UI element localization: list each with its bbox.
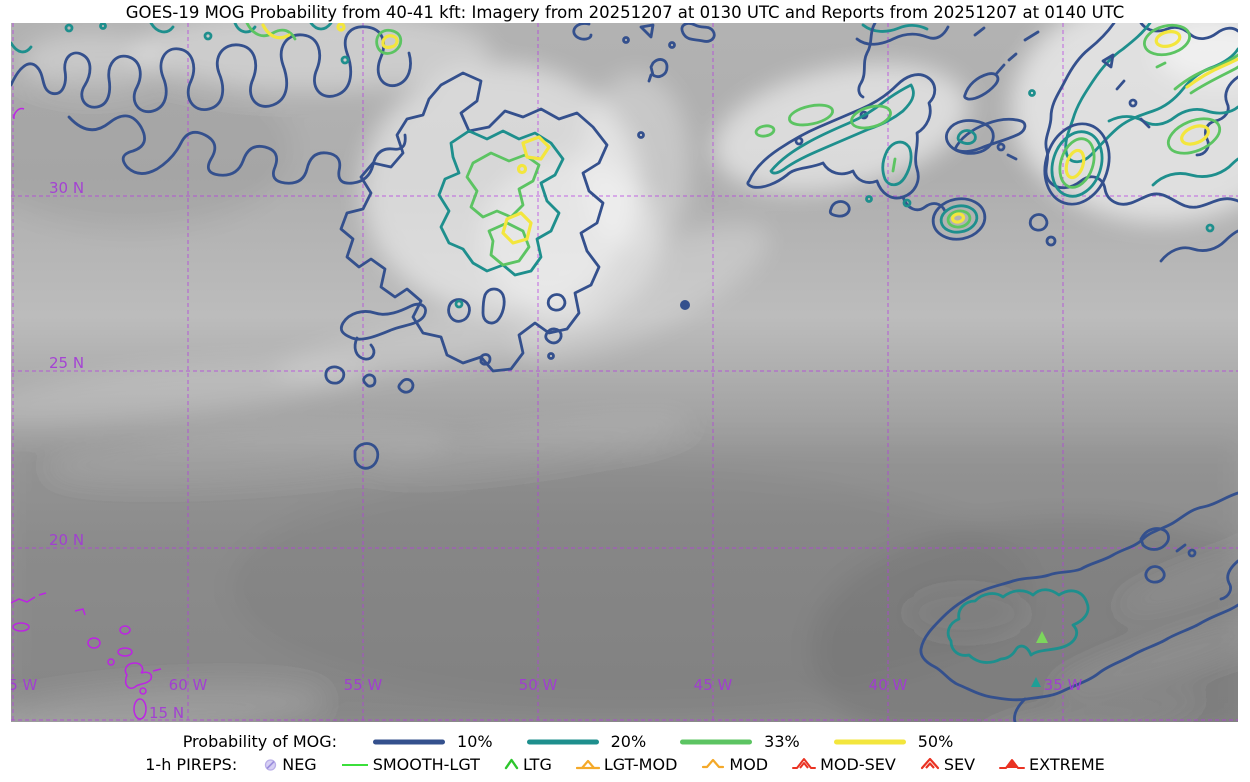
satellite-imagery bbox=[11, 23, 1238, 722]
lon-label-50w: 50 W bbox=[519, 676, 558, 694]
prob-33-label: 33% bbox=[764, 732, 800, 751]
ltg-icon bbox=[504, 758, 519, 770]
lon-label-45w: 45 W bbox=[694, 676, 733, 694]
pireps-legend-title: 1-h PIREPS: bbox=[145, 755, 238, 774]
lon-label-40w: 40 W bbox=[869, 676, 908, 694]
probability-legend: Probability of MOG: 10% 20% 33% 50% bbox=[0, 732, 1193, 751]
lgt-mod-icon bbox=[575, 759, 600, 770]
lon-label-55w: 55 W bbox=[344, 676, 383, 694]
prob-20-swatch bbox=[526, 739, 599, 744]
map-pirep-markers bbox=[1031, 631, 1048, 687]
probability-legend-title: Probability of MOG: bbox=[182, 732, 338, 751]
mod-icon bbox=[702, 758, 725, 769]
pirep-mod-label: MOD bbox=[729, 755, 769, 774]
prob-10-label: 10% bbox=[457, 732, 493, 751]
neg-icon bbox=[265, 759, 277, 771]
lat-label-25n: 25 N bbox=[49, 354, 84, 372]
lat-label-20n: 20 N bbox=[49, 531, 84, 549]
lon-label-35w: 35 W bbox=[1044, 676, 1083, 694]
lon-label-65w: 65 W bbox=[11, 676, 38, 694]
lat-label-15n: 15 N bbox=[149, 704, 184, 722]
pirep-lgt-mod-label: LGT-MOD bbox=[603, 755, 678, 774]
pirep-extreme-label: EXTREME bbox=[1029, 755, 1105, 774]
pirep-marker-teal bbox=[1031, 677, 1041, 687]
pirep-smooth-lgt-label: SMOOTH-LGT bbox=[372, 755, 480, 774]
geo-labels: 30 N 25 N 20 N 15 N 65 W 60 W 55 W 50 W … bbox=[11, 179, 1083, 722]
mod-sev-icon bbox=[792, 758, 817, 769]
prob-33-swatch bbox=[680, 739, 753, 744]
coastline-islands bbox=[11, 107, 162, 720]
pirep-neg-label: NEG bbox=[282, 755, 317, 774]
prob-10-swatch bbox=[373, 739, 446, 744]
prob-20-label: 20% bbox=[610, 732, 647, 751]
sev-icon bbox=[920, 757, 939, 770]
extreme-icon bbox=[999, 759, 1026, 769]
lon-label-60w: 60 W bbox=[169, 676, 208, 694]
satellite-map: 30 N 25 N 20 N 15 N 65 W 60 W 55 W 50 W … bbox=[11, 23, 1238, 722]
smooth-lgt-icon bbox=[341, 764, 368, 766]
mog-probability-contours bbox=[11, 23, 1238, 722]
pireps-legend: 1-h PIREPS: NEG SMOOTH-LGT LTG LGT-MOD M… bbox=[0, 755, 1250, 774]
lat-label-30n: 30 N bbox=[49, 179, 84, 197]
page-title: GOES-19 MOG Probability from 40-41 kft: … bbox=[125, 3, 1125, 22]
pirep-ltg-label: LTG bbox=[522, 755, 552, 774]
prob-50-label: 50% bbox=[917, 732, 954, 751]
prob-50-swatch bbox=[833, 739, 906, 744]
latlon-grid bbox=[11, 23, 1238, 722]
pirep-mod-sev-label: MOD-SEV bbox=[820, 755, 896, 774]
pirep-ltg-marker bbox=[1036, 631, 1048, 643]
pirep-sev-label: SEV bbox=[943, 755, 976, 774]
